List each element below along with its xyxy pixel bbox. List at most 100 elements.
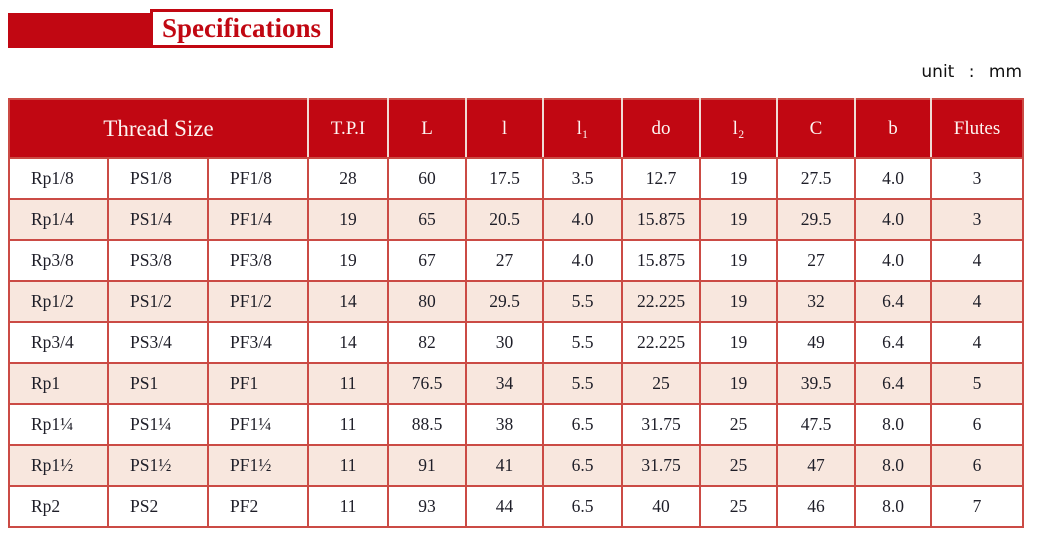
thread-size-cell: PF1/2 <box>206 280 310 323</box>
table-cell: 44 <box>465 485 545 528</box>
table-cell: 4 <box>930 280 1025 323</box>
table-cell: 3 <box>930 157 1025 200</box>
table-cell: 38 <box>465 403 545 446</box>
table-row: Rp2 PS2 PF2 11 93 44 6.5 40 25 46 8.0 7 <box>8 485 1025 528</box>
table-cell: 67 <box>387 239 468 282</box>
table-cell: 40 <box>621 485 702 528</box>
table-cell: 76.5 <box>387 362 468 405</box>
table-cell: 41 <box>465 444 545 487</box>
column-header-tpi: T.P.I <box>307 99 389 159</box>
table-cell: 19 <box>699 198 779 241</box>
table-cell: 60 <box>387 157 468 200</box>
thread-size-cell: Rp1/2 <box>8 280 109 323</box>
thread-size-cell: PS1/8 <box>107 157 209 200</box>
table-cell: 8.0 <box>854 485 933 528</box>
table-cell: 11 <box>307 403 390 446</box>
table-cell: 22.225 <box>621 280 702 323</box>
thread-size-cell: PF1 <box>206 362 310 405</box>
table-cell: 82 <box>387 321 468 364</box>
table-cell: 28 <box>307 157 390 200</box>
column-header-b: b <box>854 99 932 159</box>
table-cell: 11 <box>307 444 390 487</box>
table-cell: 5 <box>930 362 1025 405</box>
column-header-l: l <box>465 99 544 159</box>
table-cell: 27 <box>776 239 857 282</box>
thread-size-cell: PS1/2 <box>107 280 209 323</box>
table-cell: 49 <box>776 321 857 364</box>
thread-size-cell: PS1½ <box>107 444 209 487</box>
table-cell: 34 <box>465 362 545 405</box>
thread-size-cell: Rp1/8 <box>8 157 109 200</box>
table-cell: 19 <box>307 239 390 282</box>
thread-size-cell: PF1/4 <box>206 198 310 241</box>
table-cell: 25 <box>699 444 779 487</box>
table-cell: 6.5 <box>542 403 624 446</box>
table-cell: 5.5 <box>542 321 624 364</box>
page-title: Specifications <box>150 9 333 48</box>
column-header-do: do <box>621 99 701 159</box>
thread-size-cell: PS1¼ <box>107 403 209 446</box>
thread-size-cell: PS3/8 <box>107 239 209 282</box>
table-cell: 4.0 <box>542 239 624 282</box>
table-cell: 80 <box>387 280 468 323</box>
table-cell: 6 <box>930 444 1025 487</box>
table-cell: 25 <box>699 403 779 446</box>
table-cell: 30 <box>465 321 545 364</box>
table-cell: 12.7 <box>621 157 702 200</box>
column-header-flutes: Flutes <box>930 99 1024 159</box>
table-cell: 4.0 <box>854 157 933 200</box>
table-cell: 6.4 <box>854 321 933 364</box>
table-row: Rp3/4 PS3/4 PF3/4 14 82 30 5.5 22.225 19… <box>8 321 1025 364</box>
table-cell: 88.5 <box>387 403 468 446</box>
table-cell: 11 <box>307 485 390 528</box>
thread-size-cell: Rp1 <box>8 362 109 405</box>
thread-size-header: Thread Size <box>9 99 309 159</box>
table-cell: 8.0 <box>854 403 933 446</box>
thread-size-cell: PF2 <box>206 485 310 528</box>
table-row: Rp3/8 PS3/8 PF3/8 19 67 27 4.0 15.875 19… <box>8 239 1025 282</box>
specifications-table: Thread Size T.P.I L l l₁ do l₂ C b Flute… <box>8 98 1025 528</box>
thread-size-cell: Rp3/8 <box>8 239 109 282</box>
thread-size-cell: PS3/4 <box>107 321 209 364</box>
table-cell: 93 <box>387 485 468 528</box>
table-row: Rp1½ PS1½ PF1½ 11 91 41 6.5 31.75 25 47 … <box>8 444 1025 487</box>
table-cell: 19 <box>307 198 390 241</box>
table-cell: 19 <box>699 157 779 200</box>
table-cell: 6.5 <box>542 444 624 487</box>
table-cell: 25 <box>621 362 702 405</box>
thread-size-cell: PF1/8 <box>206 157 310 200</box>
unit-label: unit : mm <box>921 62 1022 82</box>
thread-size-cell: Rp1½ <box>8 444 109 487</box>
thread-size-cell: PS1 <box>107 362 209 405</box>
thread-size-cell: PF1½ <box>206 444 310 487</box>
table-cell: 8.0 <box>854 444 933 487</box>
table-cell: 4 <box>930 321 1025 364</box>
thread-size-cell: Rp2 <box>8 485 109 528</box>
table-cell: 15.875 <box>621 198 702 241</box>
column-header-l1: l₁ <box>542 99 623 159</box>
table-cell: 14 <box>307 321 390 364</box>
table-cell: 27.5 <box>776 157 857 200</box>
table-cell: 65 <box>387 198 468 241</box>
table-cell: 6.5 <box>542 485 624 528</box>
thread-size-cell: Rp3/4 <box>8 321 109 364</box>
thread-size-cell: Rp1¼ <box>8 403 109 446</box>
thread-size-cell: PF1¼ <box>206 403 310 446</box>
table-row: Rp1¼ PS1¼ PF1¼ 11 88.5 38 6.5 31.75 25 4… <box>8 403 1025 446</box>
table-cell: 4.0 <box>854 198 933 241</box>
table-cell: 6.4 <box>854 280 933 323</box>
title-accent-bar <box>8 13 152 48</box>
table-cell: 19 <box>699 280 779 323</box>
table-cell: 4.0 <box>854 239 933 282</box>
header-row: Thread Size T.P.I L l l₁ do l₂ C b Flute… <box>9 99 1024 159</box>
table-row: Rp1/2 PS1/2 PF1/2 14 80 29.5 5.5 22.225 … <box>8 280 1025 323</box>
table-cell: 31.75 <box>621 444 702 487</box>
table-cell: 22.225 <box>621 321 702 364</box>
table-cell: 5.5 <box>542 280 624 323</box>
column-header-l2: l₂ <box>699 99 778 159</box>
table-cell: 4.0 <box>542 198 624 241</box>
table-cell: 7 <box>930 485 1025 528</box>
table-cell: 4 <box>930 239 1025 282</box>
table-cell: 29.5 <box>465 280 545 323</box>
table-cell: 20.5 <box>465 198 545 241</box>
